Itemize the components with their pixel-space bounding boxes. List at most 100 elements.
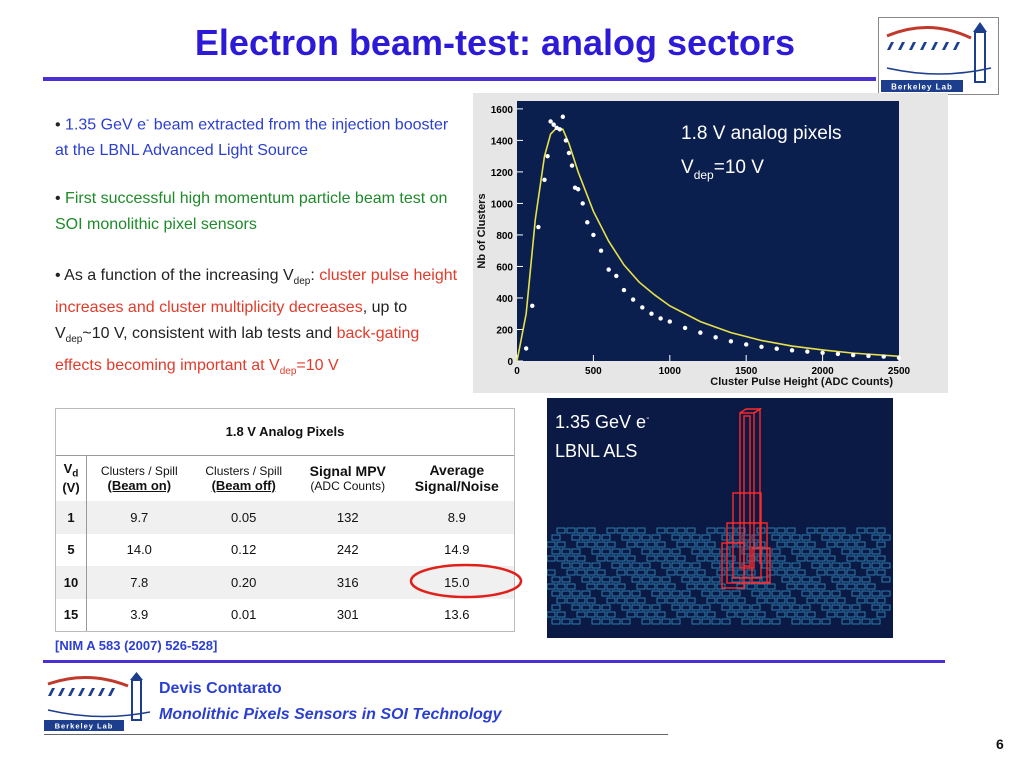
pixel-cell [801,590,811,597]
pixel-cell [836,583,846,590]
pixel-cell [731,590,741,597]
footer-logo-text: Berkeley Lab [55,722,114,731]
pixel-cell [696,611,706,618]
pixel-cell [776,569,786,576]
pixel-cell [656,527,666,534]
pixel-cell [876,555,886,562]
pixel-cell [547,611,556,618]
pixel-cell [721,590,731,597]
pixel-cell [631,562,641,569]
pixel-cell [601,576,611,583]
pixel-cell [771,590,781,597]
pixel-cell [616,555,626,562]
x-tick-label: 0 [514,366,520,377]
data-point [649,311,654,316]
pixel-cell [851,534,861,541]
pixel-cell [711,576,721,583]
pixel-cell [671,618,681,625]
pixel-cell [561,590,571,597]
pixel-cell [656,583,666,590]
pixel-cell [636,583,646,590]
pixel-cell [581,534,591,541]
data-point [667,319,672,324]
pixel-cell [556,541,566,548]
data-point [563,138,569,143]
pixel-cell [816,555,826,562]
pixel-cell [586,611,596,618]
pixel-cell [556,611,566,618]
pixel-cell [831,590,841,597]
pixel-cell [841,548,851,555]
pixel-cell [561,548,571,555]
pixel-cell [831,604,841,611]
data-point [850,352,856,358]
pixel-cell [821,534,831,541]
pixel-cell [641,618,651,625]
pixel-cell [751,590,761,597]
pixel-cell [781,604,791,611]
pixel-cell [741,618,751,625]
pixel-cell [556,555,566,562]
pixel-cell [816,569,826,576]
pixel-cell [606,611,616,618]
cluster-tower [721,407,771,589]
x-tick-label: 2000 [811,366,834,377]
pixel-cell [731,604,741,611]
pixel-cell [651,618,661,625]
pixel-cell [741,548,751,555]
pixel-cell [826,569,836,576]
pixel-cell [766,527,776,534]
pixel-cell [691,576,701,583]
pixel-cell [696,583,706,590]
pixel-cell [666,569,676,576]
pixel-cell [826,541,836,548]
pixel-cell [736,583,746,590]
header-rule [43,77,876,81]
pixel-cell [791,562,801,569]
pixel-cell [566,527,576,534]
pixel-cell [761,618,771,625]
pixel-cell [616,597,626,604]
pixel-cell [726,611,736,618]
pixel-cell [721,562,731,569]
pixel-cell [821,618,831,625]
data-point [566,150,572,156]
pixel-cell [841,562,851,569]
data-point [606,267,611,272]
pixel-cell [816,597,826,604]
pixel-cell [841,534,851,541]
data-point [682,325,688,331]
pixel-cell [841,576,851,583]
pixel-cell [811,576,821,583]
pixel-cell [811,618,821,625]
y-tick-label: 1400 [491,136,514,147]
pixel-cell [711,548,721,555]
pixel-cell [681,604,691,611]
pixel-cell [631,576,641,583]
data-point [698,330,703,335]
data-point [523,346,529,351]
pixel-cell [596,611,606,618]
pixel-cell [606,555,616,562]
pixel-cell [866,583,876,590]
data-point [580,201,585,206]
data-point [744,342,749,347]
pixel-cell [856,541,866,548]
table-row: 10 7.8 0.20 316 15.0 [56,566,514,599]
cluster-pulse-height-plot: 0 200 400 600 800 1000 1200 1400 1600 0 500 1000 15… [473,93,948,393]
pixel-cell [676,541,686,548]
pixel-cell [651,604,661,611]
data-point [658,316,663,321]
data-point [551,122,556,127]
pixel-cell [571,562,581,569]
pixel-cell [661,562,671,569]
pixel-cell [791,604,801,611]
pixel-cell [776,597,786,604]
pixel-cell [881,590,891,597]
pixel-cell [566,569,576,576]
pixel-cell [806,611,816,618]
pixel-cell [716,555,726,562]
pixel-cell [551,590,561,597]
y-tick-label: 0 [507,357,513,368]
pixel-cell [761,548,771,555]
